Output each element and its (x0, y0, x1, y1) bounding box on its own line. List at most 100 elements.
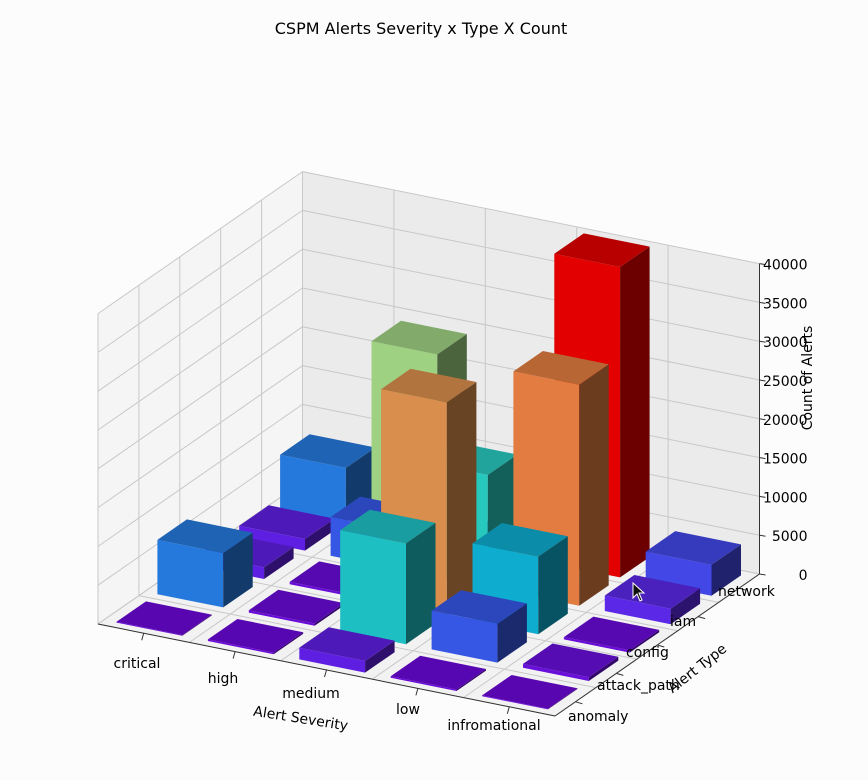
bar-side-face (497, 603, 527, 663)
bar-side-face (264, 547, 294, 579)
bar-top-face (381, 368, 477, 403)
bar-top-face (431, 590, 527, 624)
bar-side-face (588, 656, 619, 681)
left-grid-z (97, 403, 303, 547)
left-grid-z (97, 287, 303, 431)
left-grid-z (97, 326, 303, 470)
bar-front-face (289, 581, 356, 598)
z-tick (759, 495, 766, 498)
bar-front-face (116, 621, 183, 636)
z-tick-label: 40000 (763, 258, 808, 274)
z-axis-label: Count of Alerts (800, 326, 816, 431)
bar-side-face (365, 640, 395, 673)
left-grid-z (97, 209, 303, 353)
bar-top-face (157, 519, 253, 554)
bar-side-face (305, 518, 335, 551)
left-grid-z (97, 365, 303, 509)
z-tick-label: 0 (799, 568, 808, 584)
bar-side-face (538, 536, 568, 635)
left-grid-z (97, 248, 303, 392)
bar-side-face (182, 614, 212, 636)
bar-low-anomaly (207, 619, 304, 655)
bar-top-face (513, 351, 609, 385)
left-grid-z (97, 171, 303, 315)
x-tick (141, 633, 145, 641)
bar-top-face (340, 509, 436, 544)
y-tick (657, 644, 665, 648)
bar-front-face (390, 676, 457, 691)
z-tick (759, 457, 766, 460)
y-tick-label: config (626, 645, 669, 661)
z-tick (759, 301, 766, 304)
bar-top-face (248, 589, 345, 624)
bar-front-face (280, 454, 346, 523)
x-tick-label: medium (282, 686, 340, 702)
bar-top-face (554, 233, 650, 267)
bar-side-face (406, 522, 436, 645)
bar-front-face (299, 647, 366, 673)
left-grid-z (97, 442, 303, 586)
z-tick-label: 10000 (763, 490, 808, 506)
bar-critical-anomaly (482, 675, 578, 710)
bar-side-face (314, 603, 345, 626)
y-tick (738, 587, 747, 591)
bar-top-face (523, 643, 619, 678)
z-tick (759, 534, 766, 537)
bar-front-face (239, 525, 305, 551)
bar-side-face (446, 382, 477, 616)
bar-high-attack_path (431, 590, 527, 663)
bar-side-face (620, 246, 650, 578)
y-tick-label: attack_path (597, 678, 680, 694)
x-tick (232, 651, 236, 659)
bar-top-face (371, 320, 467, 355)
bar-top-face (116, 601, 212, 636)
x-tick-label: high (208, 671, 239, 687)
back-grid-z (302, 248, 760, 342)
bar-medium-attack_path (340, 509, 436, 645)
back-grid-z (302, 209, 760, 303)
x-tick (324, 669, 327, 678)
bars-layer (116, 233, 741, 710)
bar-critical-config (563, 616, 660, 653)
bar-top-face (645, 531, 741, 565)
x-axis-label: Alert Severity (252, 704, 349, 735)
bar-low-attack_path (248, 589, 345, 626)
bar-side-face (711, 544, 741, 596)
z-tick (759, 418, 766, 421)
y-tick (698, 616, 706, 620)
bar-front-face (604, 595, 671, 625)
bar-front-face (248, 610, 315, 626)
z-tick (759, 340, 766, 343)
z-tick-label: 30000 (763, 335, 808, 351)
back-grid-z (302, 287, 760, 381)
bar-top-face (299, 627, 395, 661)
bar-top-face (604, 575, 701, 609)
y-tick-label: network (718, 584, 776, 600)
bar-front-face (523, 663, 589, 681)
mouse-cursor-icon (632, 582, 646, 602)
bar-top-face (239, 505, 335, 539)
bar-front-face (431, 610, 498, 663)
bar-critical-iam (604, 575, 701, 625)
bar-front-face (207, 639, 274, 655)
bar-infromational-anomaly (116, 601, 212, 636)
bar-front-face (563, 637, 630, 653)
y-tick (575, 701, 583, 705)
bar-side-face (670, 588, 701, 625)
z-tick-label: 15000 (763, 452, 808, 468)
bar-side-face (629, 629, 660, 653)
bar-side-face (579, 364, 609, 606)
z-tick (759, 379, 766, 382)
bar-front-face (157, 539, 224, 608)
bar-side-face (547, 688, 578, 710)
y-tick-label: anomaly (568, 709, 628, 725)
bar-infromational-attack_path (157, 519, 253, 608)
z-tick-label: 35000 (763, 296, 808, 312)
bar-critical-attack_path (523, 643, 619, 681)
bar-side-face (273, 632, 304, 655)
bar-top-face (472, 523, 568, 557)
bar-high-anomaly (390, 655, 486, 691)
z-tick-label: 25000 (763, 374, 808, 390)
